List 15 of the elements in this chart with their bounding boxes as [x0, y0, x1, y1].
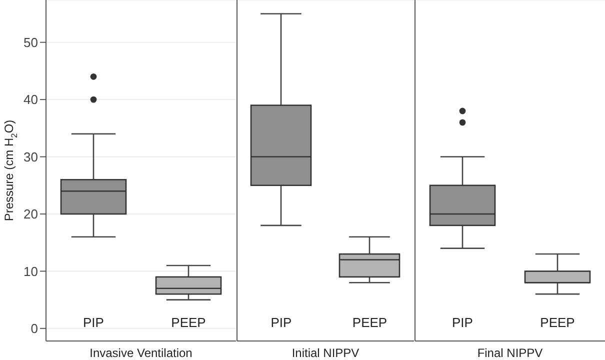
y-tick-label: 0	[30, 321, 38, 336]
y-tick-label: 40	[24, 92, 38, 108]
x-axis-title: Initial NIPPV	[292, 346, 360, 360]
x-tick-label: PIP	[270, 315, 292, 330]
y-tick-label: 30	[24, 149, 38, 164]
x-tick-label: PEEP	[171, 315, 206, 330]
y-tick-label: 20	[24, 206, 38, 222]
x-tick-label: PIP	[83, 315, 104, 330]
x-tick-label: PEEP	[352, 315, 388, 330]
y-tick-label: 50	[24, 34, 38, 50]
x-axis-title: Final NIPPV	[477, 346, 543, 360]
x-tick-label: PEEP	[540, 315, 575, 330]
y-tick-label: 10	[24, 264, 38, 279]
x-axis-title: Invasive Ventilation	[90, 346, 192, 360]
x-tick-label: PIP	[452, 315, 473, 330]
